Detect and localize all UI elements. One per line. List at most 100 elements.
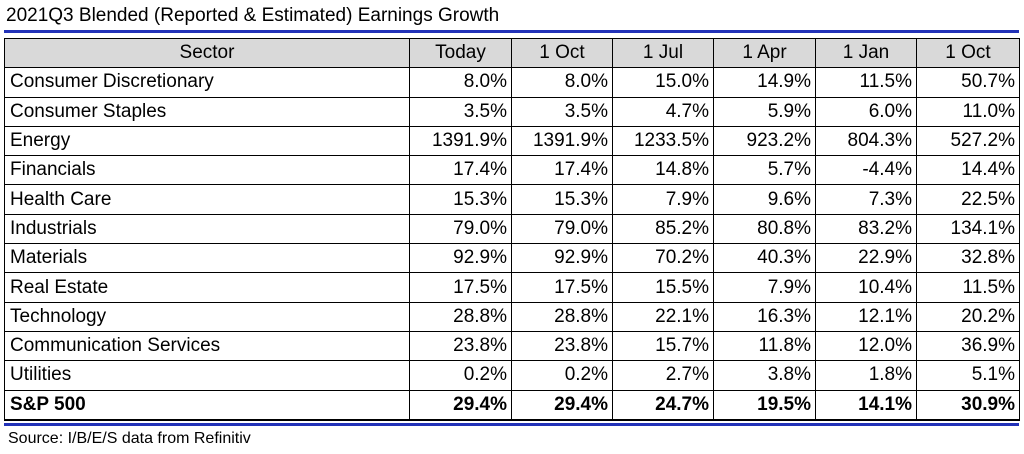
sector-cell: Energy — [4, 125, 410, 157]
value-cell: 83.2% — [815, 213, 917, 245]
column-header-sector: Sector — [4, 37, 410, 69]
value-cell: 11.5% — [916, 272, 1020, 303]
sector-cell: Consumer Discretionary — [4, 67, 410, 98]
value-cell: 70.2% — [612, 243, 714, 274]
value-cell: 923.2% — [713, 125, 816, 157]
column-header-1-oct: 1 Oct — [511, 37, 613, 69]
bottom-rule — [4, 423, 1019, 426]
value-cell: 29.4% — [409, 389, 512, 421]
table-row: Technology 28.8% 28.8% 22.1% 16.3% 12.1% 20.2% — [4, 301, 1020, 332]
value-cell: 804.3% — [815, 125, 917, 157]
value-cell: 3.5% — [511, 96, 613, 127]
sector-cell: Real Estate — [4, 272, 410, 303]
column-header-today: Today — [409, 37, 512, 69]
value-cell: 92.9% — [409, 243, 512, 274]
value-cell: 3.5% — [409, 96, 512, 127]
value-cell: 36.9% — [916, 330, 1020, 362]
total-row: S&P 500 29.4% 29.4% 24.7% 19.5% 14.1% 30.9% — [4, 389, 1020, 421]
value-cell: 1391.9% — [409, 125, 512, 157]
value-cell: 5.7% — [713, 155, 816, 186]
value-cell: 30.9% — [916, 389, 1020, 421]
sector-cell: Health Care — [4, 184, 410, 215]
value-cell: 1.8% — [815, 360, 917, 391]
table-row: Financials 17.4% 17.4% 14.8% 5.7% -4.4% 14.4% — [4, 155, 1020, 186]
value-cell: 15.3% — [409, 184, 512, 215]
sector-cell: Communication Services — [4, 330, 410, 362]
sector-cell: S&P 500 — [4, 389, 410, 421]
value-cell: 16.3% — [713, 301, 816, 332]
value-cell: 11.0% — [916, 96, 1020, 127]
value-cell: 2.7% — [612, 360, 714, 391]
table-row: Materials 92.9% 92.9% 70.2% 40.3% 22.9% 32.8% — [4, 243, 1020, 274]
value-cell: 5.9% — [713, 96, 816, 127]
value-cell: 14.1% — [815, 389, 917, 421]
value-cell: 8.0% — [511, 67, 613, 98]
value-cell: 1391.9% — [511, 125, 613, 157]
value-cell: 17.5% — [511, 272, 613, 303]
header-row: Sector Today 1 Oct 1 Jul 1 Apr 1 Jan 1 O… — [4, 37, 1020, 69]
table-row: Energy 1391.9% 1391.9% 1233.5% 923.2% 804.3% 5… — [4, 125, 1020, 157]
value-cell: 20.2% — [916, 301, 1020, 332]
sector-cell: Industrials — [4, 213, 410, 245]
value-cell: 19.5% — [713, 389, 816, 421]
value-cell: 32.8% — [916, 243, 1020, 274]
value-cell: 10.4% — [815, 272, 917, 303]
value-cell: 7.9% — [612, 184, 714, 215]
value-cell: 8.0% — [409, 67, 512, 98]
earnings-growth-table: Sector Today 1 Oct 1 Jul 1 Apr 1 Jan 1 O… — [4, 37, 1020, 421]
table-row: Communication Services 23.8% 23.8% 15.7% 11.… — [4, 330, 1020, 362]
value-cell: 15.3% — [511, 184, 613, 215]
value-cell: 15.5% — [612, 272, 714, 303]
value-cell: 9.6% — [713, 184, 816, 215]
value-cell: 40.3% — [713, 243, 816, 274]
table-row: Consumer Staples 3.5% 3.5% 4.7% 5.9% 6.0% 11.0… — [4, 96, 1020, 127]
sector-cell: Utilities — [4, 360, 410, 391]
value-cell: 12.0% — [815, 330, 917, 362]
table-body: Consumer Discretionary 8.0% 8.0% 15.0% 14.9%… — [4, 67, 1020, 421]
sector-cell: Financials — [4, 155, 410, 186]
value-cell: 1233.5% — [612, 125, 714, 157]
sector-cell: Materials — [4, 243, 410, 274]
value-cell: 15.0% — [612, 67, 714, 98]
value-cell: -4.4% — [815, 155, 917, 186]
value-cell: 22.9% — [815, 243, 917, 274]
value-cell: 6.0% — [815, 96, 917, 127]
value-cell: 14.8% — [612, 155, 714, 186]
value-cell: 28.8% — [511, 301, 613, 332]
sector-cell: Consumer Staples — [4, 96, 410, 127]
value-cell: 7.3% — [815, 184, 917, 215]
value-cell: 29.4% — [511, 389, 613, 421]
value-cell: 23.8% — [511, 330, 613, 362]
value-cell: 23.8% — [409, 330, 512, 362]
value-cell: 14.4% — [916, 155, 1020, 186]
value-cell: 0.2% — [409, 360, 512, 391]
value-cell: 79.0% — [409, 213, 512, 245]
value-cell: 527.2% — [916, 125, 1020, 157]
value-cell: 17.4% — [511, 155, 613, 186]
value-cell: 11.5% — [815, 67, 917, 98]
value-cell: 14.9% — [713, 67, 816, 98]
value-cell: 85.2% — [612, 213, 714, 245]
value-cell: 4.7% — [612, 96, 714, 127]
value-cell: 92.9% — [511, 243, 613, 274]
column-header-1-oct-prior: 1 Oct — [916, 37, 1020, 69]
value-cell: 3.8% — [713, 360, 816, 391]
value-cell: 7.9% — [713, 272, 816, 303]
table-row: Industrials 79.0% 79.0% 85.2% 80.8% 83.2% 134.… — [4, 213, 1020, 245]
table-row: Health Care 15.3% 15.3% 7.9% 9.6% 7.3% 22.5% — [4, 184, 1020, 215]
value-cell: 24.7% — [612, 389, 714, 421]
value-cell: 50.7% — [916, 67, 1020, 98]
top-rule — [4, 30, 1019, 33]
sector-cell: Technology — [4, 301, 410, 332]
value-cell: 15.7% — [612, 330, 714, 362]
value-cell: 11.8% — [713, 330, 816, 362]
column-header-1-apr: 1 Apr — [713, 37, 816, 69]
value-cell: 79.0% — [511, 213, 613, 245]
table-row: Utilities 0.2% 0.2% 2.7% 3.8% 1.8% 5.1% — [4, 360, 1020, 391]
table-row: Consumer Discretionary 8.0% 8.0% 15.0% 14.9%… — [4, 67, 1020, 98]
value-cell: 5.1% — [916, 360, 1020, 391]
value-cell: 17.5% — [409, 272, 512, 303]
column-header-1-jan: 1 Jan — [815, 37, 917, 69]
value-cell: 28.8% — [409, 301, 512, 332]
value-cell: 0.2% — [511, 360, 613, 391]
